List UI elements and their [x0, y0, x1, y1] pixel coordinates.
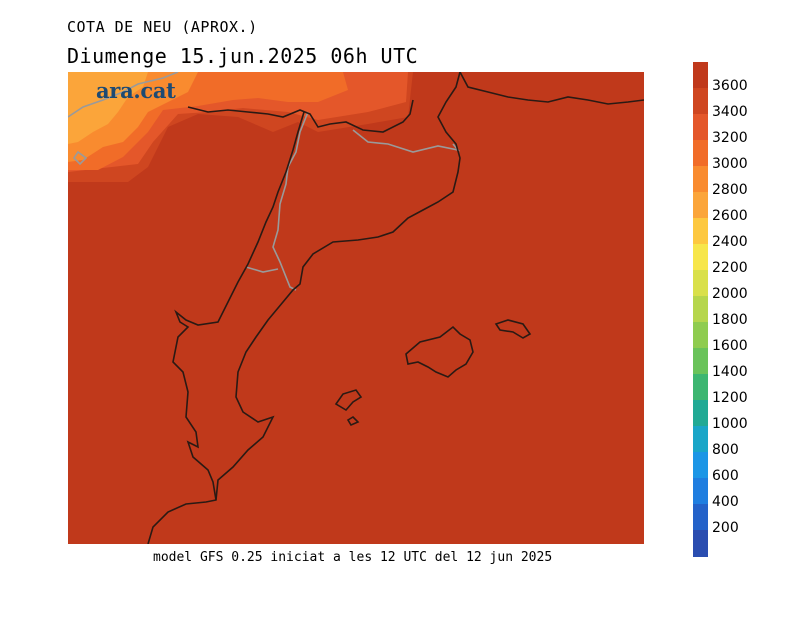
legend-swatch [693, 504, 708, 531]
legend-swatch [693, 322, 708, 349]
legend-swatch [693, 426, 708, 453]
color-legend [693, 62, 708, 557]
map-background [68, 72, 644, 544]
legend-label: 3400 [712, 104, 748, 120]
legend-swatch [693, 62, 708, 89]
legend-swatch [693, 140, 708, 167]
administrative-border [68, 72, 179, 118]
map-title: COTA DE NEU (APROX.) [67, 18, 258, 36]
legend-swatch [693, 270, 708, 297]
legend-swatch [693, 530, 708, 557]
legend-swatch [693, 348, 708, 375]
legend-label: 2800 [712, 182, 748, 198]
ara-cat-logo: ara.cat [96, 78, 176, 103]
legend-label: 400 [712, 494, 739, 510]
legend-label: 1600 [712, 338, 748, 354]
legend-swatch [693, 296, 708, 323]
legend-label: 3600 [712, 78, 748, 94]
legend-swatch [693, 478, 708, 505]
map-subtitle: Diumenge 15.jun.2025 06h UTC [67, 44, 419, 68]
legend-label: 200 [712, 520, 739, 536]
island-eivissa [334, 389, 363, 412]
legend-swatch [693, 166, 708, 193]
legend-label: 600 [712, 468, 739, 484]
island-mallorca [405, 325, 474, 378]
legend-label: 1200 [712, 390, 748, 406]
administrative-border [72, 150, 88, 166]
legend-swatch [693, 88, 708, 115]
international-border [172, 111, 305, 501]
administrative-border [245, 266, 279, 273]
international-border [459, 72, 644, 105]
coastline [147, 72, 461, 544]
model-caption: model GFS 0.25 iniciat a les 12 UTC del … [153, 550, 553, 565]
legend-swatch [693, 374, 708, 401]
legend-label: 1400 [712, 364, 748, 380]
legend-swatch [693, 244, 708, 271]
snow-level-map: ara.cat [68, 72, 644, 544]
legend-swatch [693, 114, 708, 141]
legend-label: 2200 [712, 260, 748, 276]
legend-swatch [693, 452, 708, 479]
legend-label: 2600 [712, 208, 748, 224]
legend-swatch [693, 218, 708, 245]
legend-label: 800 [712, 442, 739, 458]
legend-label: 1000 [712, 416, 748, 432]
legend-label: 2400 [712, 234, 748, 250]
legend-label: 1800 [712, 312, 748, 328]
legend-label: 3000 [712, 156, 748, 172]
legend-label: 2000 [712, 286, 748, 302]
island-formentera [346, 415, 360, 427]
island-menorca [494, 319, 532, 339]
legend-swatch [693, 192, 708, 219]
legend-swatch [693, 400, 708, 427]
legend-label: 3200 [712, 130, 748, 146]
administrative-border [272, 111, 309, 291]
international-border [187, 99, 414, 133]
